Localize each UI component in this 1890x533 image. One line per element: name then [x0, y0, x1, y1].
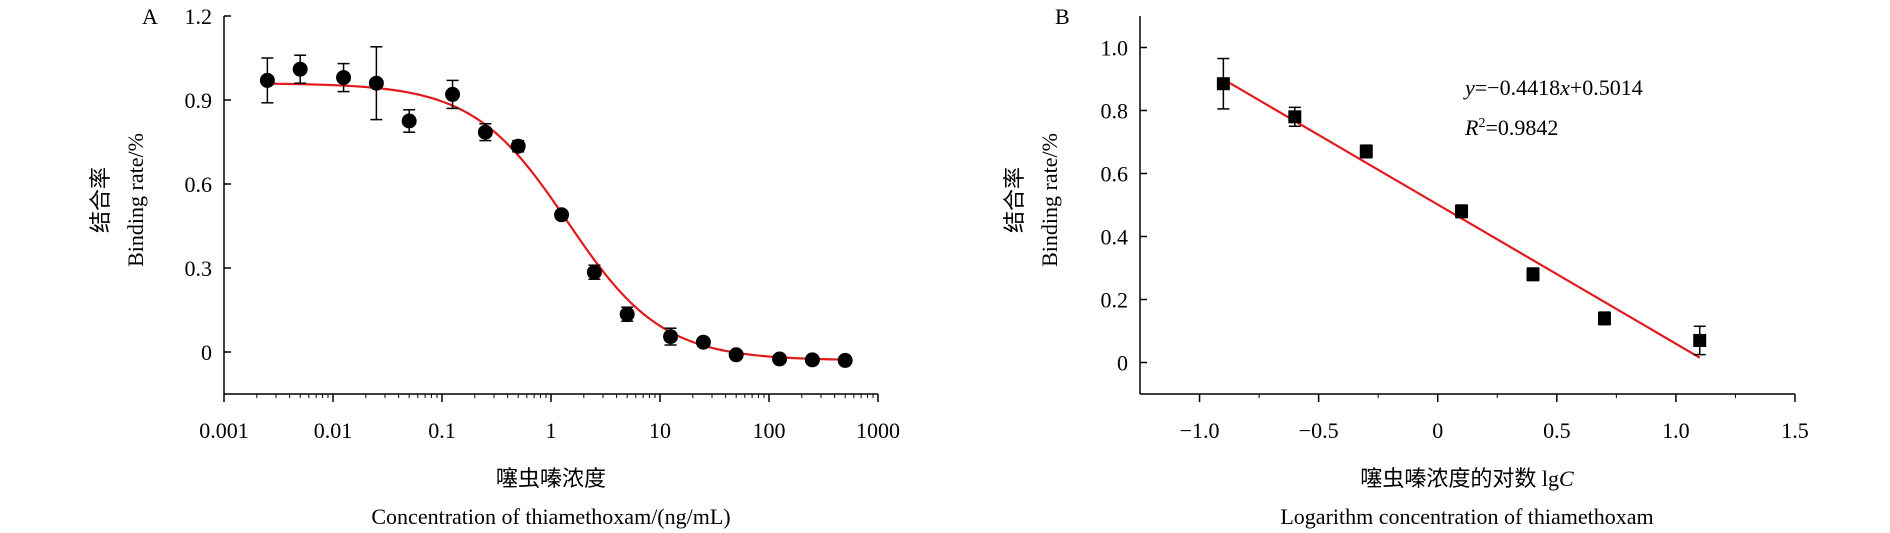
data-point	[1693, 333, 1707, 347]
r2-value: =0.9842	[1485, 115, 1558, 140]
data-point	[695, 334, 711, 350]
eq-body-2: +0.5014	[1570, 75, 1643, 100]
data-point	[292, 61, 308, 77]
data-point	[663, 329, 679, 345]
data-point	[1288, 110, 1302, 124]
panel-b-xlabel-en: Logarithm concentration of thiamethoxam	[1280, 504, 1653, 529]
x-tick-label: 0.5	[1543, 418, 1571, 443]
data-point	[804, 352, 820, 368]
r2-var: R	[1464, 115, 1479, 140]
x-tick-label: 0	[1432, 418, 1443, 443]
data-point	[1359, 144, 1373, 158]
data-point	[368, 75, 384, 91]
panel-b-ylabel-en: Binding rate/%	[1037, 133, 1062, 267]
data-point	[1526, 267, 1540, 281]
panel-a-data	[259, 46, 853, 368]
panel-b: B 00.20.40.60.81.0 −1.0 −0.5 0 0.5 1.0 1.5 y=…	[1002, 4, 1809, 529]
panel-b-xlabel-cn-var: C	[1559, 466, 1574, 491]
y-tick-label: 0.6	[1101, 162, 1129, 187]
panel-a-xlabel-en: Concentration of thiamethoxam/(ng/mL)	[371, 504, 730, 529]
panel-a-ylabel-cn: 结合率	[88, 167, 113, 233]
panel-b-x-ticks: −1.0 −0.5 0 0.5 1.0 1.5	[1180, 394, 1809, 443]
x-tick-label: −1.0	[1180, 418, 1220, 443]
data-point	[554, 207, 570, 223]
data-point	[619, 306, 635, 322]
panel-b-equation: y=−0.4418x+0.5014	[1463, 75, 1643, 100]
data-point	[259, 72, 275, 88]
data-point	[510, 138, 526, 154]
panel-a-y-ticks: 0 0.3 0.6 0.9 1.2	[185, 4, 231, 365]
y-tick-label: 0.8	[1101, 99, 1129, 124]
data-point	[1597, 311, 1611, 325]
panel-a-ylabel-en: Binding rate/%	[123, 133, 148, 267]
y-tick-label: 1.2	[185, 4, 213, 29]
data-point	[401, 113, 417, 129]
y-tick-label: 0.6	[185, 172, 213, 197]
y-tick-label: 0.3	[185, 256, 213, 281]
data-point	[586, 264, 602, 280]
data-point	[728, 347, 744, 363]
y-tick-label: 1.0	[1101, 36, 1129, 61]
panel-a-xlabel-cn: 噻虫嗪浓度	[496, 466, 606, 491]
y-tick-label: 0.9	[185, 88, 213, 113]
data-point	[336, 70, 352, 86]
data-point	[772, 351, 788, 367]
x-tick-label: 10	[649, 418, 671, 443]
x-tick-label: 1.5	[1781, 418, 1809, 443]
x-tick-label: 0.1	[428, 418, 456, 443]
x-tick-label: −0.5	[1299, 418, 1339, 443]
panel-b-xlabel-cn: 噻虫嗪浓度的对数 lgC	[1360, 466, 1574, 491]
panel-b-label: B	[1055, 4, 1070, 29]
y-tick-label: 0	[1117, 351, 1128, 376]
data-point	[1216, 77, 1230, 91]
panel-b-ylabel-cn: 结合率	[1002, 167, 1027, 233]
panel-b-data	[1216, 57, 1707, 359]
panel-b-y-ticks: 0 0.2 0.4 0.6 0.8 1.0	[1101, 36, 1147, 376]
y-tick-label: 0	[201, 340, 212, 365]
y-tick-label: 0.2	[1101, 288, 1129, 313]
fit-line	[1222, 78, 1701, 359]
r2-sup: 2	[1478, 116, 1485, 131]
x-tick-label: 1.0	[1662, 418, 1690, 443]
data-point	[1455, 204, 1469, 218]
data-point	[837, 352, 853, 368]
x-tick-label: 1	[546, 418, 557, 443]
x-tick-label: 0.01	[314, 418, 353, 443]
panel-b-xlabel-cn-prefix: 噻虫嗪浓度的对数 lg	[1360, 466, 1559, 491]
panel-a-x-ticks: 0.001 0.01 0.1 1 10 100 1000	[199, 394, 900, 443]
eq-body-1: =−0.4418	[1475, 75, 1560, 100]
panel-a: A 0 0.3 0.6 0.9 1.2 0.001 0.01 0.1 1 10 100 1000 噻…	[88, 4, 900, 529]
y-tick-label: 0.4	[1101, 225, 1129, 250]
panel-b-r2: R2=0.9842	[1464, 115, 1558, 140]
panel-a-label: A	[142, 4, 158, 29]
data-point	[477, 124, 493, 140]
eq-y-var: y	[1463, 75, 1475, 100]
x-tick-label: 0.001	[199, 418, 249, 443]
x-tick-label: 100	[753, 418, 786, 443]
eq-x-var: x	[1559, 75, 1570, 100]
x-tick-label: 1000	[856, 418, 900, 443]
fit-line	[267, 82, 846, 361]
data-point	[445, 86, 461, 102]
